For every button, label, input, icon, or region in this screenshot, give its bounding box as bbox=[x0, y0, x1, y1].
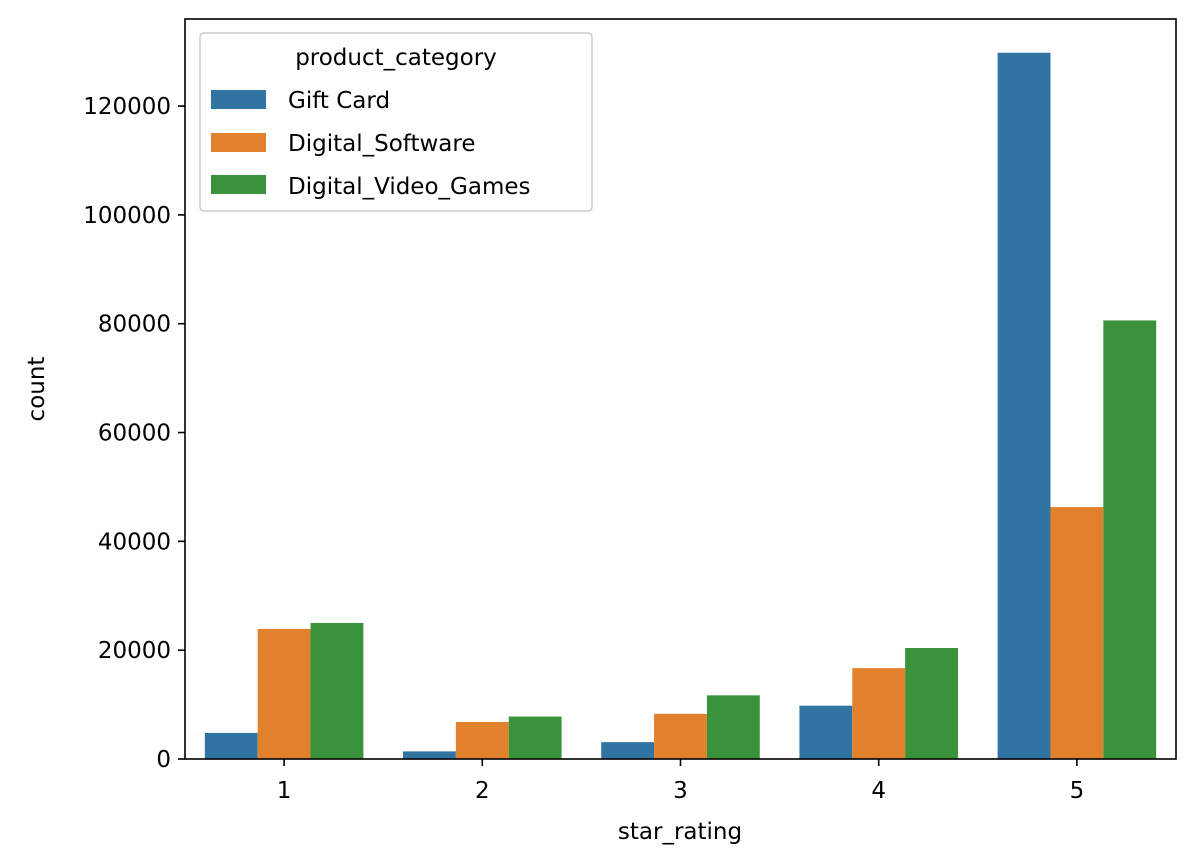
bar-digital-video-games-3 bbox=[706, 695, 760, 759]
legend-swatch-digital-video-games bbox=[211, 175, 266, 194]
x-tick-label: 4 bbox=[871, 778, 886, 804]
bar-digital-video-games-2 bbox=[508, 716, 562, 759]
bar-gift-card-4 bbox=[799, 705, 853, 759]
bars-group bbox=[204, 52, 1157, 760]
legend: product_category Gift Card Digital_Softw… bbox=[199, 32, 593, 212]
bar-gift-card-2 bbox=[403, 751, 456, 759]
y-tick-label: 80000 bbox=[98, 312, 171, 338]
x-tick-label: 2 bbox=[475, 778, 490, 804]
legend-swatch-gift-card bbox=[211, 90, 266, 109]
legend-label-gift-card: Gift Card bbox=[288, 88, 390, 114]
bar-gift-card-5 bbox=[997, 52, 1051, 760]
y-tick-label: 100000 bbox=[83, 203, 171, 229]
y-tick-label: 40000 bbox=[98, 529, 171, 555]
y-tick-label: 20000 bbox=[98, 638, 171, 664]
x-tick-label: 3 bbox=[673, 778, 688, 804]
bar-digital-video-games-4 bbox=[905, 648, 958, 759]
bar-digital-video-games-1 bbox=[310, 622, 364, 759]
legend-box bbox=[199, 32, 593, 212]
bar-digital-software-2 bbox=[455, 722, 509, 759]
y-axis: 0 20000 40000 60000 80000 100000 120000 bbox=[83, 94, 185, 773]
bar-gift-card-3 bbox=[601, 742, 655, 759]
legend-label-digital-video-games: Digital_Video_Games bbox=[288, 174, 531, 200]
y-tick-label: 120000 bbox=[83, 94, 171, 120]
y-tick-label: 0 bbox=[156, 747, 171, 773]
x-tick-label: 5 bbox=[1070, 778, 1085, 804]
legend-title: product_category bbox=[295, 45, 497, 71]
bar-digital-video-games-5 bbox=[1103, 320, 1157, 759]
y-axis-label: count bbox=[24, 357, 50, 422]
bar-digital-software-1 bbox=[257, 628, 311, 759]
x-tick-label: 1 bbox=[277, 778, 292, 804]
x-axis-label: star_rating bbox=[618, 819, 742, 845]
y-tick-label: 60000 bbox=[98, 421, 171, 447]
x-axis: 1 2 3 4 5 bbox=[277, 759, 1084, 804]
legend-label-digital-software: Digital_Software bbox=[288, 131, 475, 157]
bar-gift-card-1 bbox=[204, 732, 258, 759]
legend-swatch-digital-software bbox=[211, 133, 266, 152]
bar-digital-software-5 bbox=[1050, 507, 1104, 759]
bar-digital-software-4 bbox=[852, 668, 906, 759]
bar-digital-software-3 bbox=[654, 713, 707, 759]
